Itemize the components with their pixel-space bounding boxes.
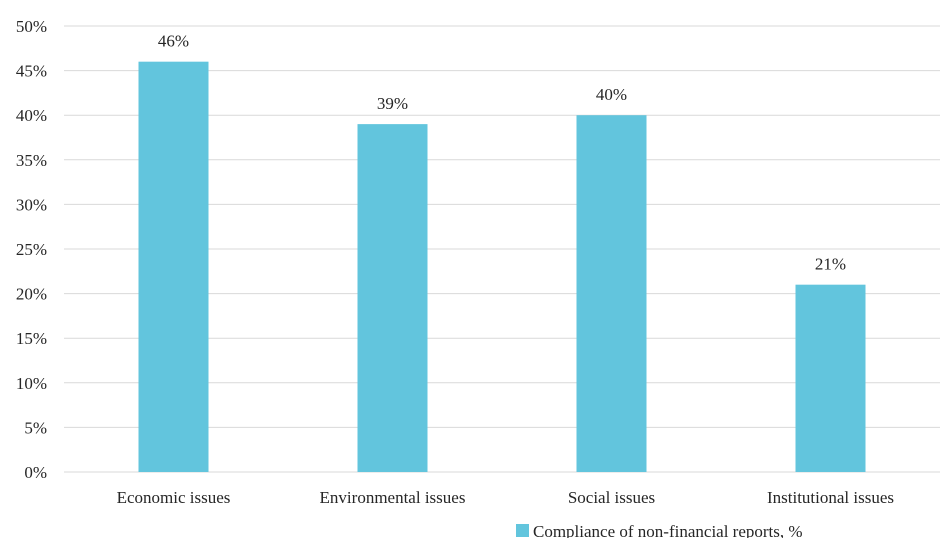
bar xyxy=(576,115,647,472)
y-tick-label: 10% xyxy=(16,374,47,393)
x-tick-label: Institutional issues xyxy=(767,488,894,507)
bar xyxy=(795,284,866,472)
y-tick-label: 45% xyxy=(16,62,47,81)
y-tick-label: 0% xyxy=(24,463,47,482)
y-tick-label: 25% xyxy=(16,240,47,259)
data-labels: 46% 39% 40% 21% xyxy=(158,32,846,274)
x-axis-ticks: Economic issues Environmental issues Socia… xyxy=(117,488,894,507)
y-tick-label: 20% xyxy=(16,285,47,304)
bar xyxy=(138,61,209,473)
y-tick-label: 30% xyxy=(16,195,47,214)
y-tick-label: 5% xyxy=(24,418,47,437)
y-tick-label: 15% xyxy=(16,329,47,348)
x-tick-label: Economic issues xyxy=(117,488,231,507)
y-tick-label: 50% xyxy=(16,17,47,36)
bars xyxy=(138,61,866,473)
legend-swatch xyxy=(516,524,529,537)
legend-label: Compliance of non-financial reports, % xyxy=(533,522,803,538)
x-tick-label: Social issues xyxy=(568,488,655,507)
data-label: 39% xyxy=(377,94,408,113)
data-label: 40% xyxy=(596,85,627,104)
data-label: 46% xyxy=(158,32,189,51)
legend: Compliance of non-financial reports, % xyxy=(516,522,803,538)
x-tick-label: Environmental issues xyxy=(320,488,466,507)
data-label: 21% xyxy=(815,255,846,274)
bar xyxy=(357,124,428,473)
y-tick-label: 35% xyxy=(16,151,47,170)
y-axis-ticks: 0% 5% 10% 15% 20% 25% 30% 35% 40% 45% 50% xyxy=(16,17,47,482)
gridlines xyxy=(64,25,940,473)
y-tick-label: 40% xyxy=(16,106,47,125)
